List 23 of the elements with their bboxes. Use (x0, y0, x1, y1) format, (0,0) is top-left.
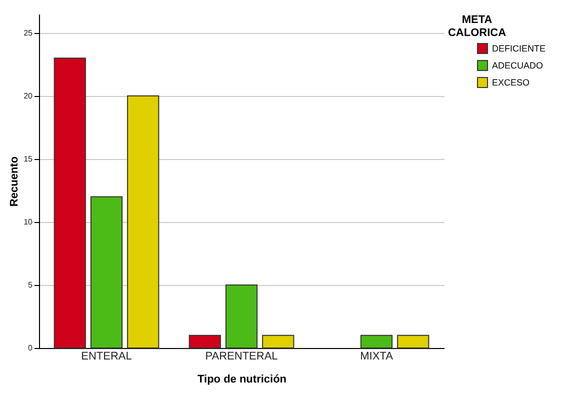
legend-label: EXCESO (492, 78, 530, 88)
x-tick-label: ENTERAL (81, 350, 132, 362)
x-axis-title: Tipo de nutrición (197, 374, 287, 386)
y-tick-label: 5 (28, 280, 34, 290)
y-tick-label: 10 (24, 217, 34, 226)
bar (188, 334, 221, 348)
legend-title: META CALORICA (448, 14, 506, 39)
y-tick-label: 0 (28, 344, 34, 352)
bar (54, 58, 86, 348)
bar (360, 334, 393, 348)
bar (397, 334, 430, 348)
legend-label: DEFICIENTE (492, 44, 546, 54)
bar (262, 334, 294, 348)
x-tick-label: MIXTA (360, 350, 394, 362)
x-tick-label: PARENTERAL (205, 350, 278, 362)
bar (127, 95, 160, 348)
bar (225, 284, 258, 348)
y-axis-title: Recuento (8, 156, 21, 207)
y-tick-label: 20 (24, 91, 34, 100)
bar (90, 196, 123, 348)
y-tick-label: 15 (24, 154, 34, 164)
legend-label: ADECUADO (492, 60, 544, 70)
y-tick-label: 25 (24, 28, 34, 38)
